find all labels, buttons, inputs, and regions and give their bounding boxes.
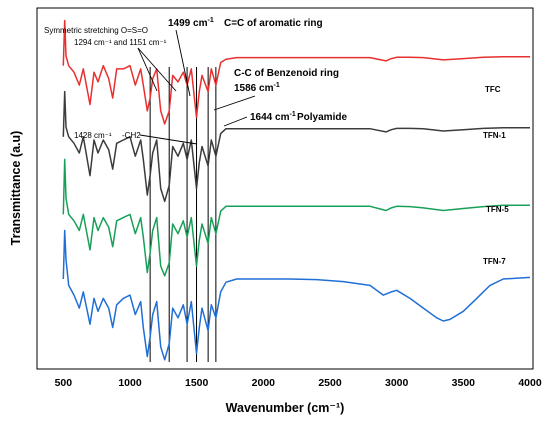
plot-frame [36,7,534,370]
series-line-tfn-5 [62,158,530,277]
x-tick-label-3500: 3500 [452,377,476,389]
series-line-tfn-1 [62,90,530,203]
x-ticks: 500 1000 1500 2000 2500 3000 3500 4000 [55,377,542,389]
annotation-benzenoid-label: C-C of Benzenoid ring [234,68,339,79]
x-tick-label-1500: 1500 [185,377,209,389]
series-label-tfn-7: TFN-7 [483,257,506,266]
arrow-polyamide [223,116,248,127]
annotations: Symmetric stretching O=S=O 1294 cm⁻¹ and… [44,17,347,145]
y-axis-label: Transmittance (a.u) [9,131,23,246]
series-group [62,19,531,361]
annotation-sym-stretch-title: Symmetric stretching O=S=O [44,26,148,35]
annotation-ch2-label: -CH2 [122,131,141,140]
annotation-ch2-value: 1428 cm⁻¹ [74,131,112,140]
x-tick-label-4000: 4000 [518,377,542,389]
arrow-sym-1 [137,47,158,92]
arrow-aromatic [175,29,191,97]
arrow-benzenoid [213,95,256,111]
x-tick-label-2500: 2500 [318,377,342,389]
series-label-tfn-5: TFN-5 [486,205,509,214]
x-tick-label-500: 500 [55,377,73,389]
series-label-tfn-1: TFN-1 [483,131,506,140]
annotation-polyamide-label: Polyamide [297,112,347,123]
series-line-tfc [62,19,530,125]
annotation-polyamide-value: 1644 cm-1 [250,111,296,123]
x-tick-label-3000: 3000 [385,377,409,389]
x-axis-label: Wavenumber (cm⁻¹) [226,401,345,415]
x-tick-label-1000: 1000 [118,377,142,389]
annotation-sym-stretch-values: 1294 cm⁻¹ and 1151 cm⁻¹ [74,38,167,47]
annotation-aromatic-label: C=C of aromatic ring [224,18,323,29]
reference-lines [149,67,217,362]
annotation-aromatic-value: 1499 cm-1 [168,17,214,29]
series-label-tfc: TFC [485,85,501,94]
series-line-tfn-7 [62,229,531,361]
arrow-sym-2 [137,47,177,92]
arrow-ch2 [139,134,198,145]
annotation-benzenoid-value: 1586 cm-1 [234,82,280,94]
x-tick-label-2000: 2000 [252,377,276,389]
